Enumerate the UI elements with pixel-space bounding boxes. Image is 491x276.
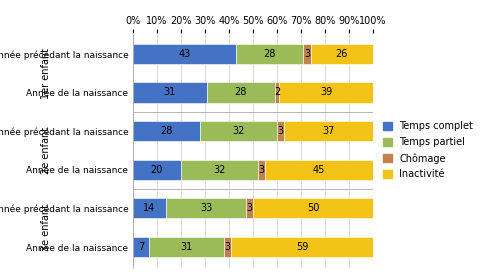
Bar	[311, 44, 373, 64]
Text: 3: 3	[246, 203, 252, 213]
Bar	[149, 237, 224, 257]
Text: 37: 37	[323, 126, 335, 136]
Bar	[200, 121, 277, 141]
Text: 2: 2	[274, 87, 280, 97]
Bar	[265, 160, 373, 180]
Bar	[133, 160, 181, 180]
Bar	[133, 44, 236, 64]
Text: 3e enfant: 3e enfant	[41, 204, 52, 251]
Text: 3: 3	[224, 242, 231, 252]
Bar	[303, 44, 311, 64]
Text: 28: 28	[160, 126, 172, 136]
Text: 31: 31	[181, 242, 193, 252]
Bar	[133, 83, 207, 102]
Text: 3: 3	[304, 49, 310, 59]
Bar	[166, 198, 246, 218]
Bar	[279, 83, 373, 102]
Text: 3: 3	[277, 126, 284, 136]
Text: 20: 20	[150, 165, 163, 175]
Text: 39: 39	[320, 87, 332, 97]
Text: 2e enfant: 2e enfant	[41, 127, 52, 174]
Bar	[284, 121, 373, 141]
Text: 32: 32	[232, 126, 245, 136]
Text: 33: 33	[200, 203, 212, 213]
Bar	[224, 237, 231, 257]
Legend: Temps complet, Temps partiel, Chômage, Inactivité: Temps complet, Temps partiel, Chômage, I…	[383, 121, 473, 179]
Bar	[258, 160, 265, 180]
Text: 59: 59	[296, 242, 308, 252]
Text: 14: 14	[143, 203, 156, 213]
Text: 50: 50	[307, 203, 319, 213]
Bar	[246, 198, 253, 218]
Bar	[274, 83, 279, 102]
Bar	[133, 121, 200, 141]
Text: 43: 43	[178, 49, 191, 59]
Bar	[277, 121, 284, 141]
Bar	[231, 237, 373, 257]
Text: 26: 26	[336, 49, 348, 59]
Text: 1er enfant: 1er enfant	[41, 48, 52, 99]
Bar	[133, 198, 166, 218]
Text: 3: 3	[258, 165, 264, 175]
Bar	[253, 198, 373, 218]
Bar	[207, 83, 274, 102]
Text: 28: 28	[235, 87, 247, 97]
Bar	[133, 237, 149, 257]
Bar	[181, 160, 258, 180]
Text: 31: 31	[164, 87, 176, 97]
Text: 45: 45	[313, 165, 325, 175]
Text: 32: 32	[213, 165, 225, 175]
Bar	[236, 44, 303, 64]
Text: 7: 7	[138, 242, 144, 252]
Text: 28: 28	[264, 49, 276, 59]
